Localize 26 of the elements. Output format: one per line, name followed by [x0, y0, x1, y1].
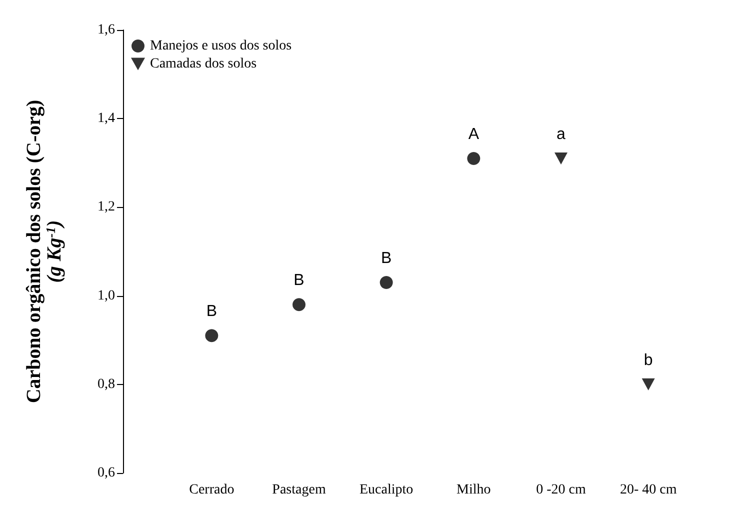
y-tick-label: 1,0 [98, 288, 115, 304]
annotation: B [294, 272, 304, 290]
annotation: B [206, 303, 218, 320]
legend-label: Manejos e usos dos solos [150, 38, 292, 54]
point [205, 329, 218, 342]
x-tick-label: Pastagem [272, 482, 326, 498]
point [467, 152, 480, 165]
annotation: A [468, 126, 480, 143]
x-tick-label: 20- 40 cm [620, 482, 677, 498]
annotation: b [644, 352, 653, 369]
annotation: a [556, 126, 566, 143]
x-tick-label: Cerrado [189, 482, 234, 498]
y-tick-label: 1,4 [98, 111, 115, 126]
point [292, 298, 306, 312]
x-tick-label: Milho [456, 482, 491, 498]
y-tick-label: 0,6 [98, 466, 115, 480]
x-tick-label: 0 -20 cm [536, 482, 586, 498]
x-tick-label: Eucalipto [360, 482, 414, 498]
point [554, 152, 568, 164]
y-tick-label: 1,2 [98, 200, 115, 215]
annotation: B [380, 250, 392, 268]
point [642, 378, 655, 390]
legend-label: Camadas dos solos [150, 56, 257, 72]
point [380, 276, 393, 290]
y-tick-label: 0,8 [98, 376, 115, 392]
y-tick-label: 1,6 [98, 22, 115, 38]
